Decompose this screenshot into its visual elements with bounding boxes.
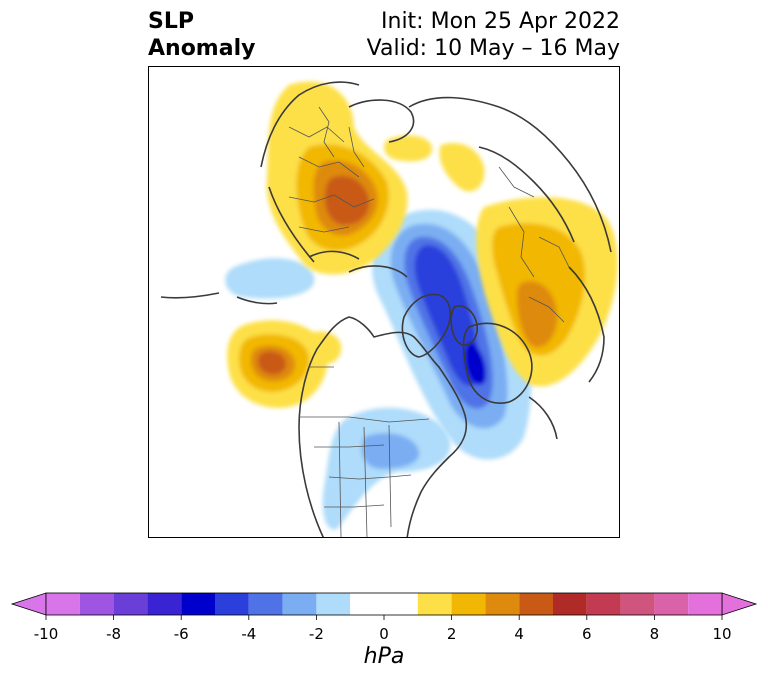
colorbar-bin-18 bbox=[688, 593, 722, 615]
anomaly-map bbox=[148, 66, 620, 538]
colorbar-tick-label: -8 bbox=[106, 625, 121, 643]
colorbar-ticks: -10 -8 -6 -4 -2 0 2 4 6 8 10 bbox=[34, 615, 732, 643]
positive-anomaly-siberia bbox=[476, 197, 618, 387]
colorbar-bin-7 bbox=[282, 593, 317, 615]
init-date-label: Init: Mon 25 Apr 2022 bbox=[381, 9, 620, 34]
colorbar-bin-1 bbox=[79, 593, 114, 615]
colorbar-bin-2 bbox=[113, 593, 148, 615]
colorbar-bin-15 bbox=[586, 593, 621, 615]
negative-anomaly-us bbox=[322, 407, 451, 530]
colorbar-bin-5 bbox=[215, 593, 249, 615]
colorbar-bin-13 bbox=[519, 593, 553, 615]
colorbar-extend-high bbox=[721, 592, 758, 616]
colorbar-bin-3 bbox=[147, 593, 182, 615]
colorbar-tick-label: -4 bbox=[241, 625, 256, 643]
colorbar-tick-label: -6 bbox=[174, 625, 189, 643]
title-variable: SLP bbox=[148, 9, 194, 34]
colorbar-tick-label: 10 bbox=[712, 625, 731, 643]
colorbar-bin-17 bbox=[654, 593, 689, 615]
colorbar-tick-label: 8 bbox=[650, 625, 660, 643]
colorbar-tick-label: 2 bbox=[447, 625, 457, 643]
colorbar-svg: -10 -8 -6 -4 -2 0 2 4 6 8 10 bbox=[10, 592, 758, 643]
colorbar-bins bbox=[10, 592, 758, 616]
country-borders bbox=[288, 106, 570, 537]
colorbar-tick-label: -10 bbox=[34, 625, 59, 643]
colorbar-bin-10 bbox=[417, 593, 452, 615]
colorbar-units: hPa bbox=[363, 644, 405, 669]
colorbar-tick-label: 6 bbox=[582, 625, 592, 643]
colorbar-bin-8 bbox=[316, 593, 351, 615]
colorbar: -10 -8 -6 -4 -2 0 2 4 6 8 10 bbox=[0, 580, 768, 684]
coastlines bbox=[160, 81, 612, 537]
positive-anomaly-arctic-patches bbox=[384, 135, 485, 192]
colorbar-tick-label: 0 bbox=[379, 625, 389, 643]
colorbar-tick-label: 4 bbox=[514, 625, 524, 643]
colorbar-bin-14 bbox=[553, 593, 587, 615]
colorbar-bin-11 bbox=[451, 593, 486, 615]
positive-anomaly-europe bbox=[266, 81, 408, 275]
colorbar-bin-6 bbox=[248, 593, 283, 615]
colorbar-bin-4 bbox=[181, 593, 215, 615]
title-variable-subtitle: Anomaly bbox=[148, 36, 256, 61]
colorbar-bin-16 bbox=[620, 593, 655, 615]
colorbar-bin-9 bbox=[350, 593, 418, 615]
map-svg bbox=[160, 81, 618, 537]
colorbar-bin-0 bbox=[46, 593, 80, 615]
colorbar-tick-label: -2 bbox=[309, 625, 324, 643]
colorbar-bin-12 bbox=[485, 593, 520, 615]
valid-range-label: Valid: 10 May – 16 May bbox=[366, 36, 620, 61]
positive-anomaly-alaska bbox=[227, 320, 342, 408]
colorbar-extend-low bbox=[10, 592, 47, 616]
